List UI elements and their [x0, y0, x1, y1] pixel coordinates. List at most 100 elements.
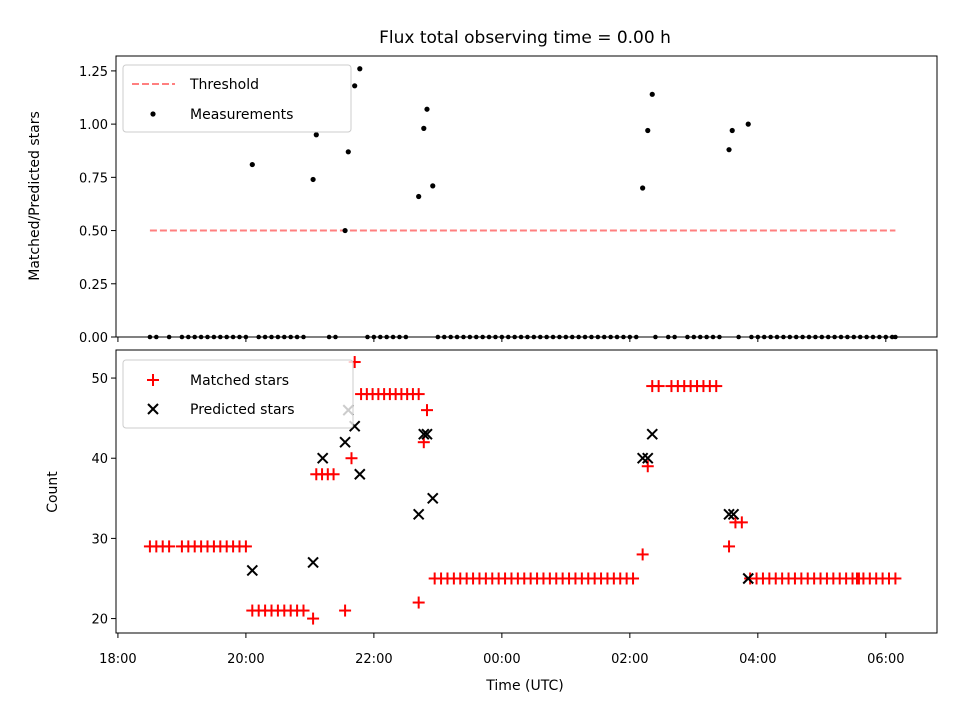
predicted-star-marker — [421, 428, 433, 440]
measurement-point — [430, 183, 436, 189]
predicted-marker-b — [412, 508, 425, 521]
predicted-marker-b — [723, 508, 735, 521]
measurements-legend-marker — [150, 111, 156, 117]
matched-star-marker — [735, 516, 748, 529]
top-y-axis-label: Matched/Predicted stars — [27, 111, 43, 281]
top-y-tick-label: 0.75 — [79, 171, 108, 186]
measurement-point — [645, 127, 651, 134]
predicted-marker-b — [246, 564, 259, 577]
measurement-point — [342, 227, 348, 234]
measurement-point — [416, 193, 422, 200]
matched-star-marker — [889, 572, 902, 585]
top-x-ticks — [117, 337, 887, 342]
predicted-marker-b — [348, 420, 361, 432]
matched-legend-marker — [147, 374, 159, 386]
matched-star-marker — [652, 380, 665, 393]
predicted-star-marker — [339, 436, 351, 448]
bottom-y-axis-label: Count — [45, 471, 61, 513]
measurement-point — [421, 125, 427, 131]
bottom-legend-box — [122, 359, 354, 429]
matched-star-marker — [345, 452, 358, 465]
bottom-x-tick-label: 04:00 — [739, 652, 776, 667]
bottom-legend: Matched stars Predicted stars — [122, 359, 354, 429]
predicted-star-marker — [418, 428, 430, 440]
measurement-point — [424, 106, 430, 112]
predicted-star-marker — [307, 556, 319, 569]
predicted-marker-b — [427, 492, 439, 505]
x-axis-label: Time (UTC) — [485, 678, 563, 694]
bottom-axes-frame — [115, 349, 938, 634]
measurement-point — [357, 66, 363, 72]
top-y-ticks: 0.00 0.25 0.50 0.75 1.00 1.25 — [79, 65, 116, 346]
top-legend-box — [122, 64, 352, 133]
measurement-point — [745, 121, 751, 127]
matched-star-marker — [412, 388, 425, 401]
matched-star-marker — [307, 612, 320, 625]
matched-star-marker — [297, 604, 310, 617]
measurement-point — [249, 161, 255, 168]
predicted-star-marker — [723, 508, 735, 521]
predicted-marker-b — [742, 572, 754, 585]
predicted-star-marker — [742, 572, 754, 585]
predicted-marker-b — [316, 452, 329, 464]
bottom-x-tick-label: 20:00 — [227, 652, 264, 667]
bottom-x-tick-label: 00:00 — [483, 652, 520, 667]
predicted-star-marker — [316, 452, 329, 464]
matched-star-marker — [239, 540, 252, 553]
predicted-marker-b — [354, 468, 366, 480]
predicted-marker-b — [418, 428, 430, 440]
predicted-marker-b — [636, 452, 649, 464]
predicted-star-marker — [412, 508, 425, 521]
predicted-marker-b — [642, 452, 654, 464]
measurement-point — [640, 185, 646, 191]
bottom-y-ticks: 20 30 40 50 — [91, 372, 116, 628]
matched-star-marker — [723, 540, 736, 553]
predicted-legend-marker — [147, 403, 159, 415]
predicted-marker-b — [727, 508, 740, 521]
bottom-y-tick-label: 30 — [91, 532, 108, 547]
bottom-x-tick-label: 06:00 — [867, 652, 904, 667]
bottom-x-tick-label: 18:00 — [99, 652, 136, 667]
bottom-x-tick-label: 02:00 — [611, 652, 648, 667]
top-axes-frame — [115, 55, 938, 338]
measurement-point — [345, 149, 351, 155]
top-y-tick-label: 1.25 — [79, 65, 108, 80]
bottom-y-tick-label: 50 — [91, 372, 108, 387]
top-y-tick-label: 1.00 — [79, 118, 108, 133]
predicted-marker-b — [421, 428, 433, 440]
predicted-star-marker — [427, 492, 439, 505]
matched-legend-label: Matched stars — [190, 373, 289, 389]
predicted-marker-b — [646, 428, 658, 440]
matched-star-marker — [636, 548, 649, 561]
matched-star-marker — [327, 468, 340, 481]
matched-star-marker — [339, 604, 352, 617]
bottom-y-tick-label: 40 — [91, 452, 108, 467]
threshold-legend-label: Threshold — [189, 77, 259, 93]
measurement-point — [310, 176, 316, 183]
predicted-star-marker — [642, 452, 654, 464]
measurement-point — [729, 127, 735, 134]
predicted-star-marker — [727, 508, 740, 521]
predicted-star-marker — [636, 452, 649, 464]
predicted-marker-b — [307, 556, 319, 569]
predicted-star-marker — [354, 468, 366, 480]
predicted-marker-b — [339, 436, 351, 448]
bottom-y-tick-label: 20 — [91, 613, 108, 628]
matched-star-marker — [412, 596, 425, 609]
bottom-plot-area — [143, 356, 902, 625]
measurements-legend-label: Measurements — [190, 107, 293, 123]
measurement-point — [313, 132, 319, 138]
predicted-star-marker — [646, 428, 658, 440]
measurement-point — [649, 91, 655, 97]
matched-star-marker — [420, 404, 433, 417]
top-y-tick-label: 0.25 — [79, 278, 108, 293]
measurement-point — [726, 147, 732, 153]
measurement-point — [352, 83, 358, 89]
top-y-tick-label: 0.50 — [79, 225, 108, 240]
matched-star-marker — [710, 380, 723, 393]
bottom-x-ticks: 18:00 20:00 22:00 00:00 02:00 04:00 06:00 — [99, 633, 905, 667]
predicted-star-marker — [246, 564, 259, 577]
matched-star-marker — [163, 540, 176, 553]
predicted-legend-label: Predicted stars — [190, 402, 295, 418]
